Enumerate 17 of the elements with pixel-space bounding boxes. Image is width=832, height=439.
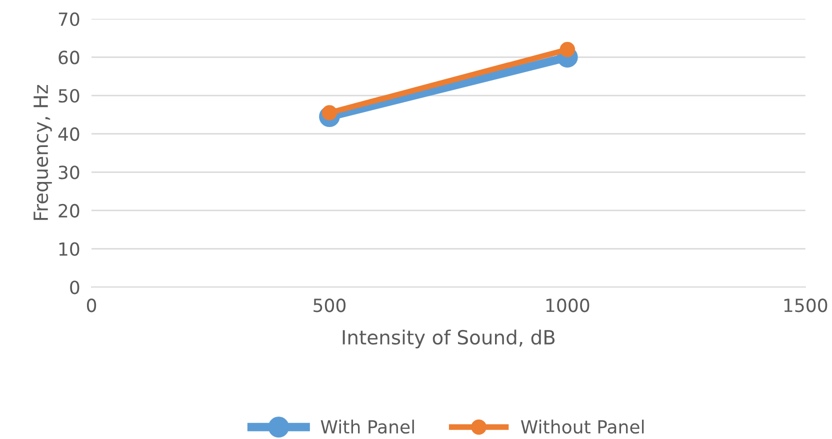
- y-tick-label: 50: [58, 88, 80, 103]
- y-tick-label: 20: [58, 204, 80, 218]
- y-axis-title: Frequency, Hz: [34, 85, 52, 220]
- y-tick-label: 0: [70, 280, 80, 294]
- y-tick-label: 10: [59, 242, 80, 256]
- x-tick-label: 1000: [546, 298, 590, 312]
- x-tick-label: 0: [86, 298, 96, 312]
- legend-label: Without Panel: [520, 420, 644, 434]
- x-tick-label: 1500: [784, 298, 828, 312]
- y-tick-label: 60: [58, 50, 80, 64]
- y-tick-label: 30: [58, 166, 80, 180]
- point: [560, 42, 576, 58]
- legend-label: With Panel: [320, 420, 414, 434]
- y-tick-label: 40: [58, 127, 80, 141]
- y-tick-label: 70: [58, 12, 80, 26]
- x-axis-title: Intensity of Sound, dB: [342, 330, 555, 348]
- x-tick-label: 500: [314, 298, 346, 312]
